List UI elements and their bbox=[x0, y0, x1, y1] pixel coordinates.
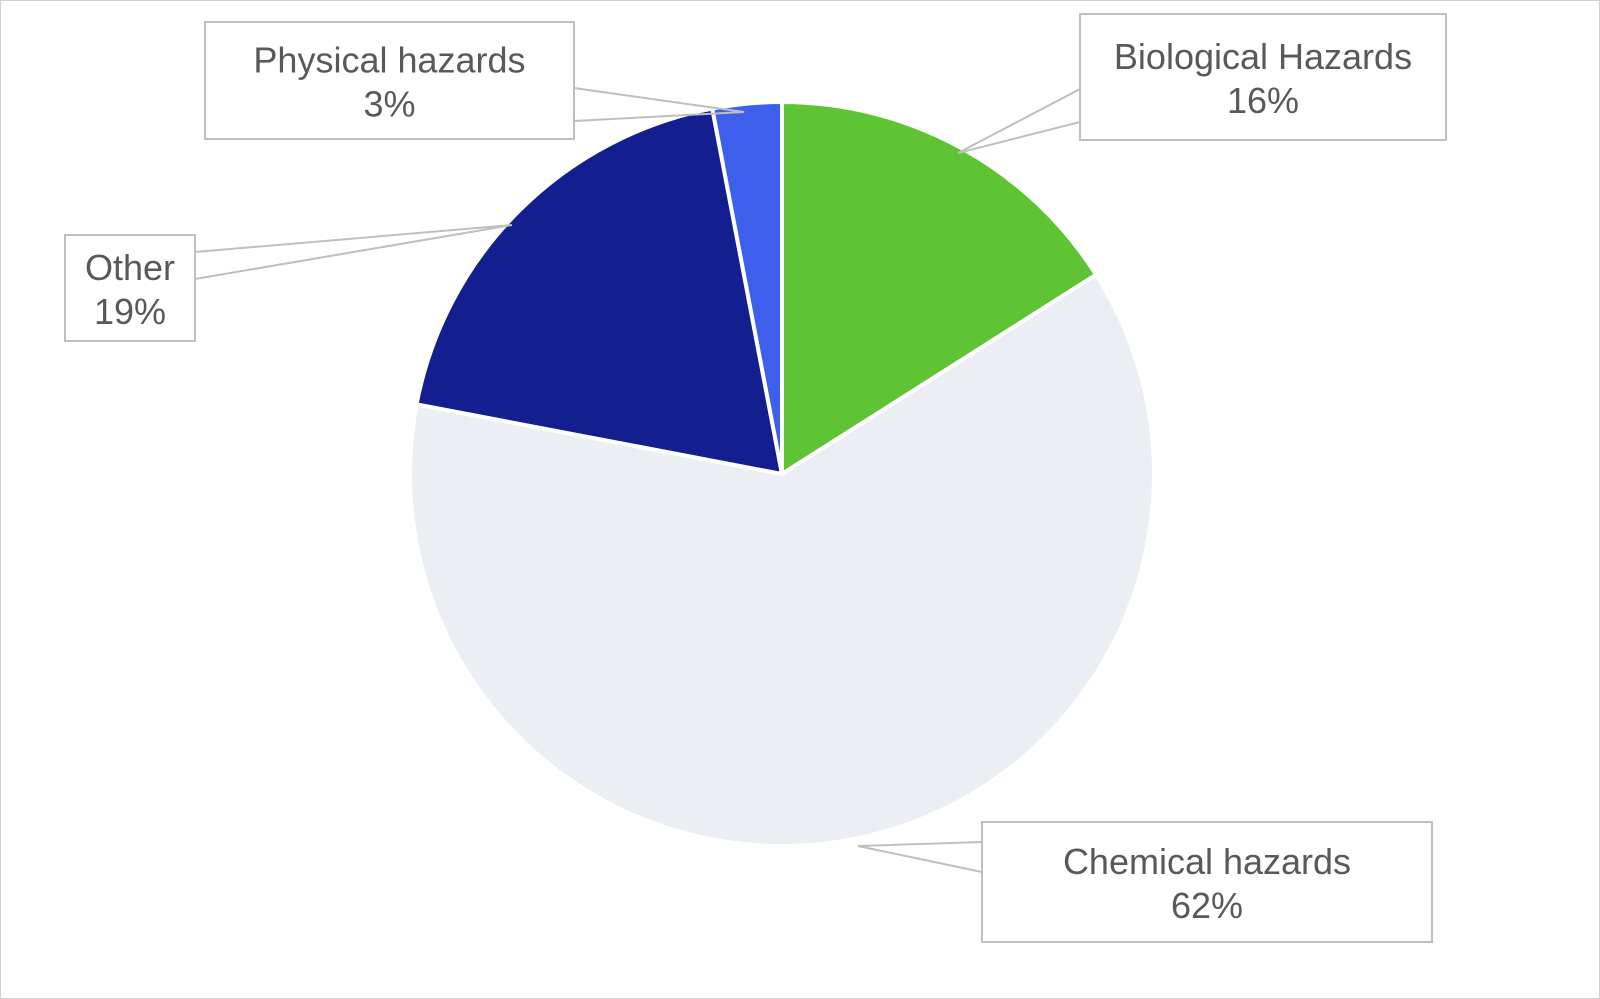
pie-slices bbox=[408, 100, 1156, 848]
leader-line-physical-hazards bbox=[573, 87, 745, 122]
data-label-category: Biological Hazards bbox=[1114, 36, 1412, 77]
pie-slice-chemical-hazards bbox=[408, 272, 1156, 848]
data-label-box bbox=[1079, 13, 1447, 141]
data-label-value: 62% bbox=[1171, 885, 1243, 926]
data-label-category: Other bbox=[85, 247, 175, 288]
data-label-category: Chemical hazards bbox=[1063, 841, 1351, 882]
pie-slice-other bbox=[414, 106, 784, 476]
data-label-category: Physical hazards bbox=[253, 40, 525, 81]
data-label-box bbox=[981, 821, 1433, 943]
data-label-value: 16% bbox=[1227, 80, 1299, 121]
leader-line-other bbox=[194, 224, 513, 280]
data-label-value: 19% bbox=[94, 291, 166, 332]
pie-slice-physical-hazards bbox=[710, 100, 784, 476]
data-label-box bbox=[204, 21, 575, 140]
pie-slice-biological-hazards bbox=[780, 100, 1099, 476]
leader-line-biological-hazards bbox=[957, 88, 1081, 154]
data-label-value: 3% bbox=[363, 84, 415, 125]
leader-line-chemical-hazards bbox=[857, 841, 983, 873]
callout-leader-lines bbox=[194, 87, 1081, 873]
data-label-box bbox=[64, 234, 196, 342]
